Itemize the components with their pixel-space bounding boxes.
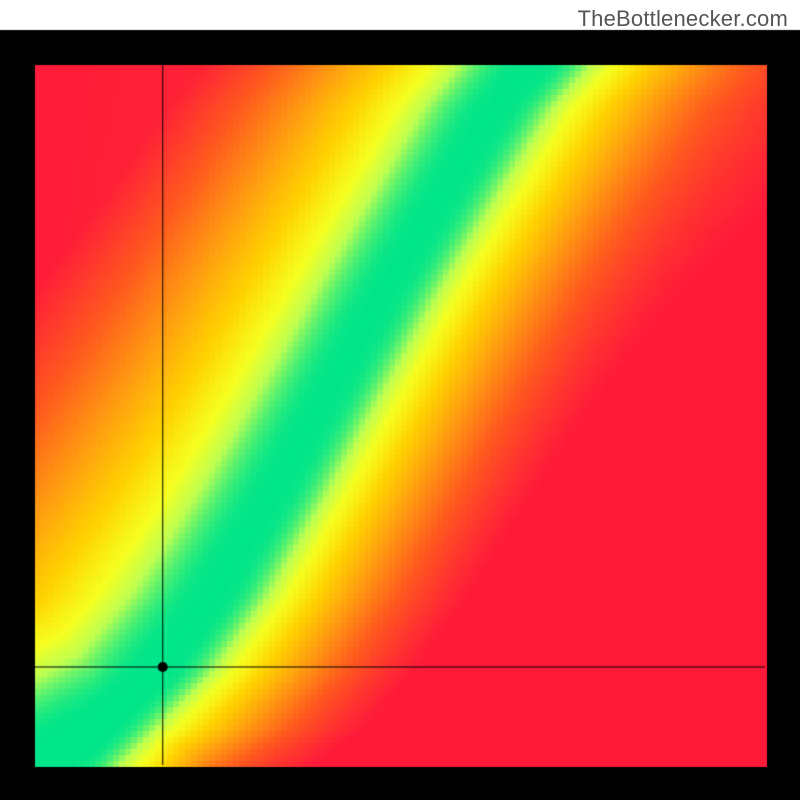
watermark-text: TheBottlenecker.com bbox=[578, 6, 788, 32]
bottleneck-heatmap-canvas bbox=[0, 0, 800, 800]
chart-container: TheBottlenecker.com bbox=[0, 0, 800, 800]
